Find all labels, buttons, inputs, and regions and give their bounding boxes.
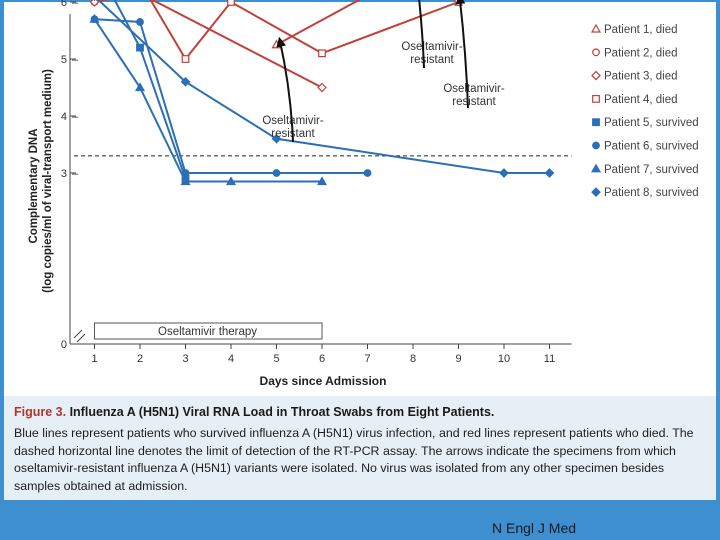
x-tick-label: 4 xyxy=(228,353,234,365)
legend-label: Patient 1, died xyxy=(604,24,678,36)
annotation-label-line2: resistant xyxy=(452,96,496,108)
data-point xyxy=(180,76,191,87)
data-point xyxy=(225,176,237,186)
top-border xyxy=(0,0,720,2)
x-tick-label: 9 xyxy=(455,353,461,365)
x-tick-label: 5 xyxy=(273,353,279,365)
annotation-label-line1: Oseltamivir- xyxy=(401,41,463,53)
series-line xyxy=(94,18,368,174)
annotation-arrow xyxy=(455,0,469,109)
data-point xyxy=(134,82,146,92)
therapy-label: Oseltamivir therapy xyxy=(158,326,257,338)
data-point xyxy=(316,176,328,186)
y-axis-break xyxy=(73,329,86,343)
y-tick-label: 4 xyxy=(61,111,67,123)
data-point xyxy=(544,168,555,178)
y-tick-dash: – xyxy=(72,168,79,180)
y-tick-label: 3 xyxy=(61,168,67,180)
x-tick-label: 10 xyxy=(498,353,510,365)
footer-bar: N Engl J Med xyxy=(0,500,720,540)
data-point xyxy=(136,18,144,26)
data-point xyxy=(89,13,100,23)
y-tick-dash: – xyxy=(72,54,79,66)
data-point xyxy=(499,168,509,178)
legend-marker xyxy=(592,118,600,127)
y-tick-label: 0 xyxy=(61,339,67,351)
legend-marker xyxy=(591,187,601,197)
x-tick-label: 3 xyxy=(182,353,188,365)
y-axis-label-line2: (log copies/ml of viral-transport medium… xyxy=(42,69,54,293)
y-tick-dash: – xyxy=(72,111,79,123)
legend-label: Patient 7, survived xyxy=(604,164,699,176)
series-line xyxy=(94,0,323,89)
y-tick-label: 6 xyxy=(61,0,67,9)
data-point xyxy=(136,43,144,52)
figure-caption: Figure 3. Influenza A (H5N1) Viral RNA L… xyxy=(4,396,716,500)
figure-title: Influenza A (H5N1) Viral RNA Load in Thr… xyxy=(69,405,495,419)
legend-marker xyxy=(591,70,601,81)
annotation-label-line1: Oseltamivir- xyxy=(443,83,505,95)
y-tick-dash: – xyxy=(72,0,79,9)
footer-source: N Engl J Med xyxy=(492,520,577,536)
annotation-arrow xyxy=(418,0,425,69)
legend-marker xyxy=(592,48,600,57)
caption-title-line: Figure 3. Influenza A (H5N1) Viral RNA L… xyxy=(14,404,706,420)
left-border xyxy=(0,0,4,500)
x-tick-label: 7 xyxy=(364,353,370,365)
legend-marker xyxy=(592,141,600,150)
legend-label: Patient 8, survived xyxy=(604,187,699,199)
legend-label: Patient 6, survived xyxy=(604,141,699,153)
annotation-label-line2: resistant xyxy=(410,54,454,66)
legend-marker xyxy=(592,94,600,103)
data-point xyxy=(363,169,372,177)
series-line xyxy=(276,0,362,46)
x-tick-label: 2 xyxy=(137,353,143,365)
data-point xyxy=(180,176,191,186)
data-point xyxy=(271,133,282,144)
annotation-arrow xyxy=(276,36,294,143)
data-point xyxy=(89,0,100,7)
data-point xyxy=(227,0,235,6)
x-tick-label: 8 xyxy=(410,353,416,365)
y-tick-label: 5 xyxy=(61,54,67,66)
data-point xyxy=(181,55,190,63)
series-line xyxy=(93,18,322,183)
x-axis-label: Days since Admission xyxy=(260,374,387,388)
y-axis-label-line1: Complementary DNA xyxy=(28,128,40,243)
legend-label: Patient 5, survived xyxy=(604,117,699,129)
legend-marker xyxy=(590,163,602,173)
annotation-label-line1: Oseltamivir- xyxy=(262,115,324,127)
x-tick-label: 6 xyxy=(319,353,325,365)
legend-marker xyxy=(590,23,602,33)
x-tick-label: 11 xyxy=(544,353,555,365)
caption-body: Blue lines represent patients who surviv… xyxy=(14,426,694,493)
legend-label: Patient 4, died xyxy=(604,94,678,106)
data-point xyxy=(318,49,326,58)
therapy-box xyxy=(94,322,323,340)
x-tick-label: 1 xyxy=(91,353,97,365)
data-point xyxy=(272,169,281,177)
legend-label: Patient 3, died xyxy=(604,71,678,83)
data-point xyxy=(317,82,327,93)
right-border xyxy=(716,0,720,500)
figure-label: Figure 3. xyxy=(14,405,67,419)
legend-label: Patient 2, died xyxy=(604,47,678,59)
